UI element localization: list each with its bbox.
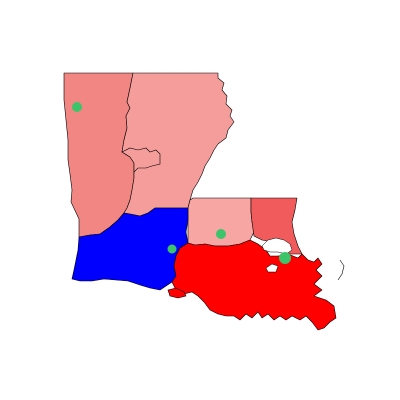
barrier-island bbox=[337, 259, 345, 281]
coastal-bay bbox=[265, 263, 279, 273]
north-west-district[interactable] bbox=[63, 72, 135, 238]
location-marker[interactable] bbox=[167, 244, 177, 254]
east-district[interactable] bbox=[250, 197, 303, 255]
north-east-district[interactable] bbox=[121, 72, 235, 217]
location-marker[interactable] bbox=[216, 229, 226, 239]
location-marker[interactable] bbox=[72, 102, 82, 112]
district-boundary bbox=[121, 147, 161, 173]
south-east-district[interactable] bbox=[171, 239, 337, 331]
location-marker[interactable] bbox=[279, 252, 291, 264]
lake-pontchartrain bbox=[261, 237, 293, 255]
coastal-island bbox=[167, 287, 187, 299]
